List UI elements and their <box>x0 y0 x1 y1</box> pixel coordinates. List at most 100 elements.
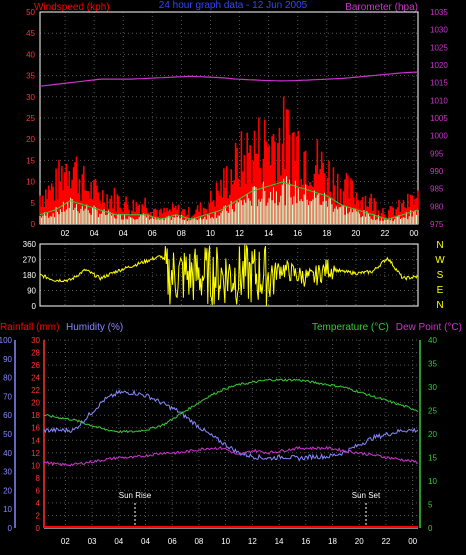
dewpoint-series <box>43 445 419 467</box>
wind-tick-label: 50 <box>26 8 35 17</box>
temp-x-tick-label: 04 <box>141 537 150 546</box>
temp-x-tick-label: 02 <box>61 537 70 546</box>
humidity-tick-label: 50 <box>3 430 12 439</box>
wind-x-tick-label: 22 <box>380 229 389 238</box>
rain-tick-label: 24 <box>31 374 40 383</box>
chart-title: 24 hour graph data - 12 Jun 2005 <box>159 0 308 11</box>
wind-x-tick-label: 16 <box>293 229 302 238</box>
compass-label: N <box>436 240 443 251</box>
direction-tick-label: 360 <box>23 240 37 249</box>
direction-plot-frame <box>39 243 419 307</box>
direction-tick-label: 90 <box>27 287 36 296</box>
wind-x-tick-label: 08 <box>177 229 186 238</box>
humidity-tick-label: 20 <box>3 486 12 495</box>
wind-tick-label: 40 <box>26 50 35 59</box>
temp-tick-label: 0 <box>428 524 433 533</box>
barometer-tick-label: 1005 <box>430 114 448 123</box>
rain-tick-label: 14 <box>31 436 40 445</box>
rain-tick-label: 20 <box>31 399 40 408</box>
wind-direction-series <box>39 244 419 306</box>
temp-x-tick-label: 04 <box>114 537 123 546</box>
rain-tick-label: 26 <box>31 361 40 370</box>
rain-tick-label: 16 <box>31 424 40 433</box>
temperature-axis-label: Temperature (°C) <box>312 322 389 333</box>
wind-tick-label: 25 <box>26 114 35 123</box>
barometer-tick-label: 1015 <box>430 79 448 88</box>
temperature-series <box>43 378 419 434</box>
temp-tick-label: 20 <box>428 430 437 439</box>
wind-tick-label: 20 <box>26 135 35 144</box>
wind-x-tick-label: 04 <box>119 229 128 238</box>
barometer-tick-label: 985 <box>430 185 444 194</box>
barometer-tick-label: 1020 <box>430 61 448 70</box>
compass-label: W <box>435 255 445 266</box>
rain-tick-label: 8 <box>36 474 41 483</box>
rain-tick-label: 10 <box>31 461 40 470</box>
temp-x-tick-label: 20 <box>355 537 364 546</box>
wind-tick-label: 35 <box>26 72 35 81</box>
humidity-tick-label: 80 <box>3 374 12 383</box>
compass-label: E <box>437 285 444 296</box>
dewpoint-axis-label: Dew Point (°C) <box>396 322 462 333</box>
wind-tick-label: 5 <box>31 199 36 208</box>
wind-x-tick-label: 04 <box>90 229 99 238</box>
sunrise-label: Sun Rise <box>119 491 152 500</box>
temp-x-tick-label: 16 <box>301 537 310 546</box>
barometer-tick-label: 975 <box>430 220 444 229</box>
temp-x-tick-label: 03 <box>88 537 97 546</box>
wind-average-series <box>39 176 419 224</box>
wind-tick-label: 30 <box>26 93 35 102</box>
wind-x-tick-label: 14 <box>264 229 273 238</box>
temp-tick-label: 15 <box>428 454 437 463</box>
direction-tick-label: 270 <box>23 256 37 265</box>
temp-x-tick-label: 10 <box>221 537 230 546</box>
chart-marks-layer: 0510152025303540455097598098599099510001… <box>0 8 448 546</box>
wind-x-tick-label: 00 <box>410 229 419 238</box>
wind-x-tick-label: 10 <box>206 229 215 238</box>
wind-x-tick-label: 06 <box>148 229 157 238</box>
temp-x-tick-label: 12 <box>248 537 257 546</box>
wind-x-tick-label: 18 <box>322 229 331 238</box>
rain-tick-label: 4 <box>36 499 41 508</box>
humidity-tick-label: 40 <box>3 449 12 458</box>
humidity-tick-label: 100 <box>0 336 13 345</box>
temp-tick-label: 30 <box>428 383 437 392</box>
humidity-tick-label: 0 <box>8 524 13 533</box>
barometer-axis-label: Barometer (hpa) <box>345 2 418 13</box>
humidity-tick-label: 60 <box>3 411 12 420</box>
rain-tick-label: 6 <box>36 486 41 495</box>
rain-tick-label: 2 <box>36 511 41 520</box>
wind-tick-label: 45 <box>26 29 35 38</box>
temp-tick-label: 25 <box>428 407 437 416</box>
rainfall-axis-label: Rainfall (mm) <box>0 322 59 333</box>
temp-x-tick-label: 22 <box>381 537 390 546</box>
barometer-tick-label: 1010 <box>430 96 448 105</box>
barometer-tick-label: 990 <box>430 167 444 176</box>
wind-x-tick-label: 20 <box>351 229 360 238</box>
temp-x-tick-label: 14 <box>275 537 284 546</box>
barometer-series <box>39 71 419 87</box>
wind-tick-label: 15 <box>26 156 35 165</box>
rain-tick-label: 12 <box>31 449 40 458</box>
temp-tick-label: 10 <box>428 477 437 486</box>
direction-tick-label: 180 <box>23 271 37 280</box>
windspeed-axis-label: Windspeed (kph) <box>34 2 110 13</box>
barometer-tick-label: 1030 <box>430 26 448 35</box>
humidity-series <box>43 389 419 462</box>
barometer-tick-label: 1025 <box>430 43 448 52</box>
temp-tick-label: 40 <box>428 336 437 345</box>
wind-tick-label: 0 <box>31 220 36 229</box>
rain-tick-label: 18 <box>31 411 40 420</box>
rain-tick-label: 0 <box>36 524 41 533</box>
wind-x-tick-label: 12 <box>235 229 244 238</box>
rain-tick-label: 30 <box>31 336 40 345</box>
temp-x-tick-label: 00 <box>408 537 417 546</box>
humidity-axis-label: Humidity (%) <box>66 322 123 333</box>
temp-x-tick-label: 18 <box>328 537 337 546</box>
wind-x-tick-label: 02 <box>61 229 70 238</box>
temp-tick-label: 35 <box>428 360 437 369</box>
barometer-tick-label: 1035 <box>430 8 448 17</box>
temp-x-tick-label: 08 <box>194 537 203 546</box>
